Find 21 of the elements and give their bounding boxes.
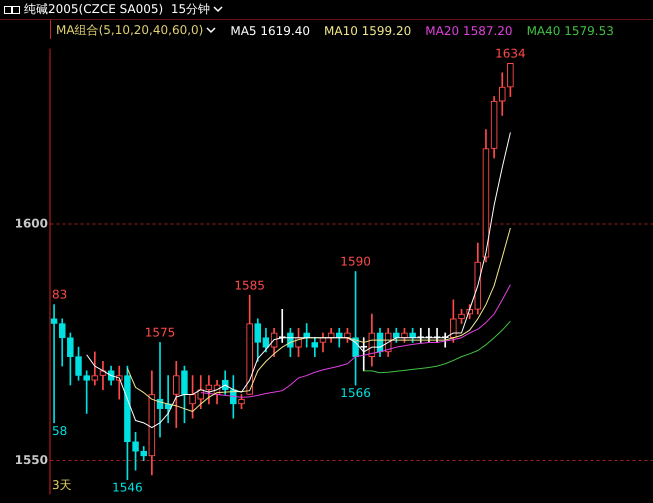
y-tick-label: 1600 [14, 216, 48, 230]
annotation: 58 [52, 424, 68, 438]
annotation: 1634 [495, 46, 526, 61]
annotation: 1546 [112, 480, 143, 495]
legend-label: MA5 1619.40 [230, 24, 310, 38]
y-tick-label: 1550 [14, 452, 48, 467]
annotation: 83 [52, 288, 68, 302]
text: MA20 1587.20 [425, 24, 513, 38]
chart-subtitle: MA组合(5,10,20,40,60,0) [56, 22, 204, 39]
annotation: 1575 [144, 326, 176, 340]
candlestick [352, 271, 359, 386]
candlestick [100, 361, 106, 390]
annotation: 1585 [234, 278, 265, 292]
text: MA40 1579.53 [526, 24, 614, 38]
annotation: 1590 [340, 254, 371, 269]
candlestick [50, 304, 58, 424]
annotation: 3天 [52, 478, 72, 492]
text: MA10 1599.20 [324, 24, 412, 38]
chart-title: 纯碱2005(CZCE SA005) 15分钟 [24, 1, 210, 18]
annotation: 1566 [340, 386, 371, 400]
candlestick [156, 342, 164, 438]
